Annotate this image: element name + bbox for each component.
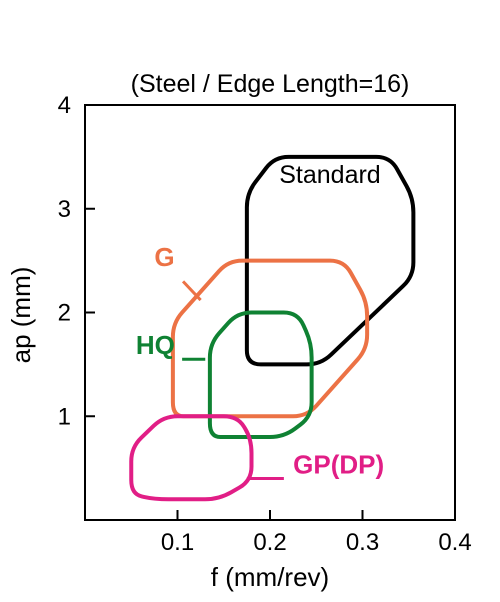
y-tick-label: 4 [58, 92, 71, 119]
y-tick-label: 3 [58, 196, 71, 223]
chart-svg: (Steel / Edge Length=16) 0.1 0.2 0.3 0.4 1 2… [0, 0, 500, 602]
y-axis-label: ap (mm) [6, 267, 36, 364]
x-tick-label: 0.1 [161, 529, 194, 556]
region-g [173, 261, 367, 417]
x-tick-label: 0.3 [346, 529, 379, 556]
x-tick-label: 0.2 [253, 529, 286, 556]
y-tick-label: 1 [58, 403, 71, 430]
chart-container: (Steel / Edge Length=16) 0.1 0.2 0.3 0.4 1 2… [0, 0, 500, 602]
y-ticks: 1 2 3 4 [58, 92, 95, 430]
chart-title: (Steel / Edge Length=16) [131, 70, 410, 98]
x-tick-label: 0.4 [438, 529, 471, 556]
leader-g [183, 281, 201, 300]
regions [131, 157, 413, 499]
region-label-standard: Standard [279, 161, 380, 189]
x-ticks: 0.1 0.2 0.3 0.4 [161, 510, 472, 556]
x-axis-label: f (mm/rev) [211, 562, 329, 592]
region-label-gp: GP(DP) [293, 449, 384, 479]
region-labels: Standard G HQ GP(DP) [136, 161, 384, 480]
region-label-hq: HQ [136, 330, 175, 360]
y-tick-label: 2 [58, 300, 71, 327]
region-gp [131, 416, 251, 499]
region-hq [210, 313, 312, 438]
region-label-g: G [154, 242, 174, 272]
